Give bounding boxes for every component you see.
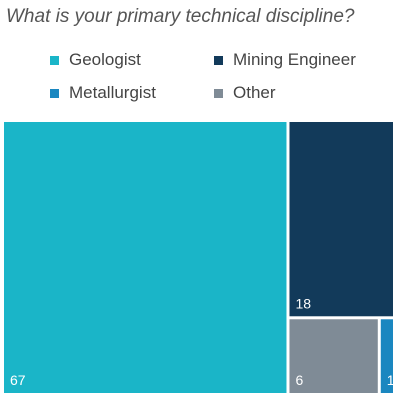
treemap-value-label-other: 6 (295, 372, 303, 388)
legend-swatch-mining-engineer (214, 55, 223, 65)
treemap-value-label-metallurgist: 1 (387, 372, 395, 388)
legend-item-geologist: Geologist (50, 50, 141, 70)
legend-swatch-other (214, 88, 223, 98)
treemap-tile-geologist (4, 122, 287, 393)
treemap-tile-mining-engineer (289, 122, 393, 317)
legend-swatch-metallurgist (50, 88, 59, 98)
legend-label-mining-engineer: Mining Engineer (233, 50, 356, 69)
chart-title: What is your primary technical disciplin… (6, 6, 355, 27)
legend-item-mining-engineer: Mining Engineer (214, 50, 356, 70)
legend-item-metallurgist: Metallurgist (50, 83, 156, 103)
treemap-value-label-geologist: 67 (10, 372, 26, 388)
treemap-value-label-mining-engineer: 18 (295, 295, 311, 311)
legend-swatch-geologist (50, 55, 59, 65)
legend-label-metallurgist: Metallurgist (69, 83, 156, 102)
legend-label-other: Other (233, 83, 276, 102)
legend-label-geologist: Geologist (69, 50, 141, 69)
treemap-tile-metallurgist (380, 319, 393, 393)
treemap-tile-other (289, 319, 378, 393)
legend-item-other: Other (214, 83, 276, 103)
